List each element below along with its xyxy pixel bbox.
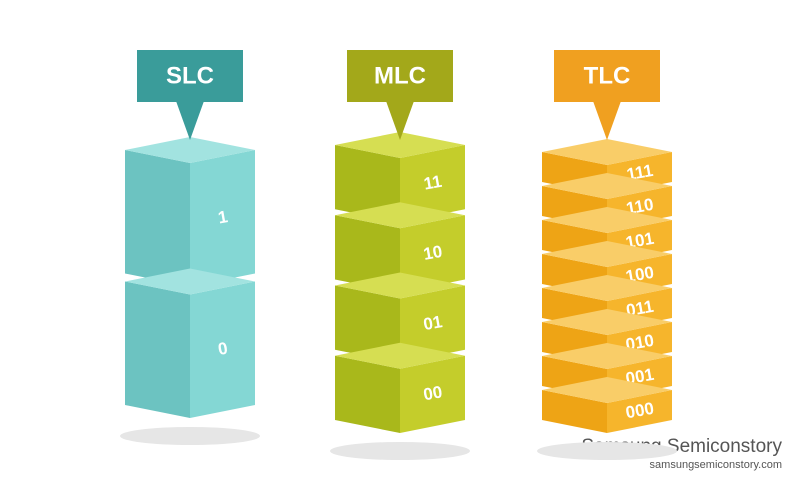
box-left bbox=[125, 150, 190, 287]
cell-label: 1 bbox=[217, 207, 230, 227]
box-top bbox=[542, 241, 672, 267]
box-top bbox=[335, 202, 465, 229]
box-top bbox=[542, 275, 672, 301]
column-label: MLC bbox=[374, 62, 426, 89]
callout-pointer bbox=[386, 101, 414, 140]
box-top bbox=[542, 343, 672, 369]
box-left bbox=[542, 390, 607, 433]
cell-label: 01 bbox=[422, 312, 444, 334]
callout bbox=[554, 50, 660, 102]
box-top bbox=[542, 309, 672, 335]
callout bbox=[137, 50, 243, 102]
box-top bbox=[542, 139, 672, 165]
box-right bbox=[400, 285, 465, 363]
box-top bbox=[335, 132, 465, 158]
cell-label: 000 bbox=[624, 399, 655, 423]
cell-label: 10 bbox=[422, 242, 444, 264]
callout-pointer bbox=[593, 101, 621, 140]
box-top bbox=[542, 377, 672, 403]
box-right bbox=[190, 150, 255, 287]
box-left bbox=[335, 355, 400, 433]
column-label: TLC bbox=[584, 62, 631, 89]
cell-label: 0 bbox=[217, 339, 230, 359]
column-label: SLC bbox=[166, 62, 214, 89]
box-right bbox=[400, 215, 465, 293]
box-left bbox=[125, 281, 190, 418]
box-top bbox=[335, 272, 465, 299]
callout bbox=[347, 50, 453, 102]
box-top bbox=[542, 207, 672, 233]
callout-pointer bbox=[176, 101, 204, 140]
box-left bbox=[335, 145, 400, 223]
box-right bbox=[400, 355, 465, 433]
box-top bbox=[125, 137, 255, 163]
shadow bbox=[330, 442, 470, 460]
box-left bbox=[335, 215, 400, 293]
box-top bbox=[335, 342, 465, 369]
box-right bbox=[400, 145, 465, 223]
box-top bbox=[125, 268, 255, 295]
box-top bbox=[542, 173, 672, 199]
shadow bbox=[537, 442, 677, 460]
cell-label: 11 bbox=[422, 172, 443, 194]
watermark-url: samsungsemiconstory.com bbox=[650, 459, 782, 471]
shadow bbox=[120, 427, 260, 445]
cell-label: 00 bbox=[422, 382, 444, 404]
box-right bbox=[190, 281, 255, 418]
box-right bbox=[607, 390, 672, 433]
box-left bbox=[335, 285, 400, 363]
